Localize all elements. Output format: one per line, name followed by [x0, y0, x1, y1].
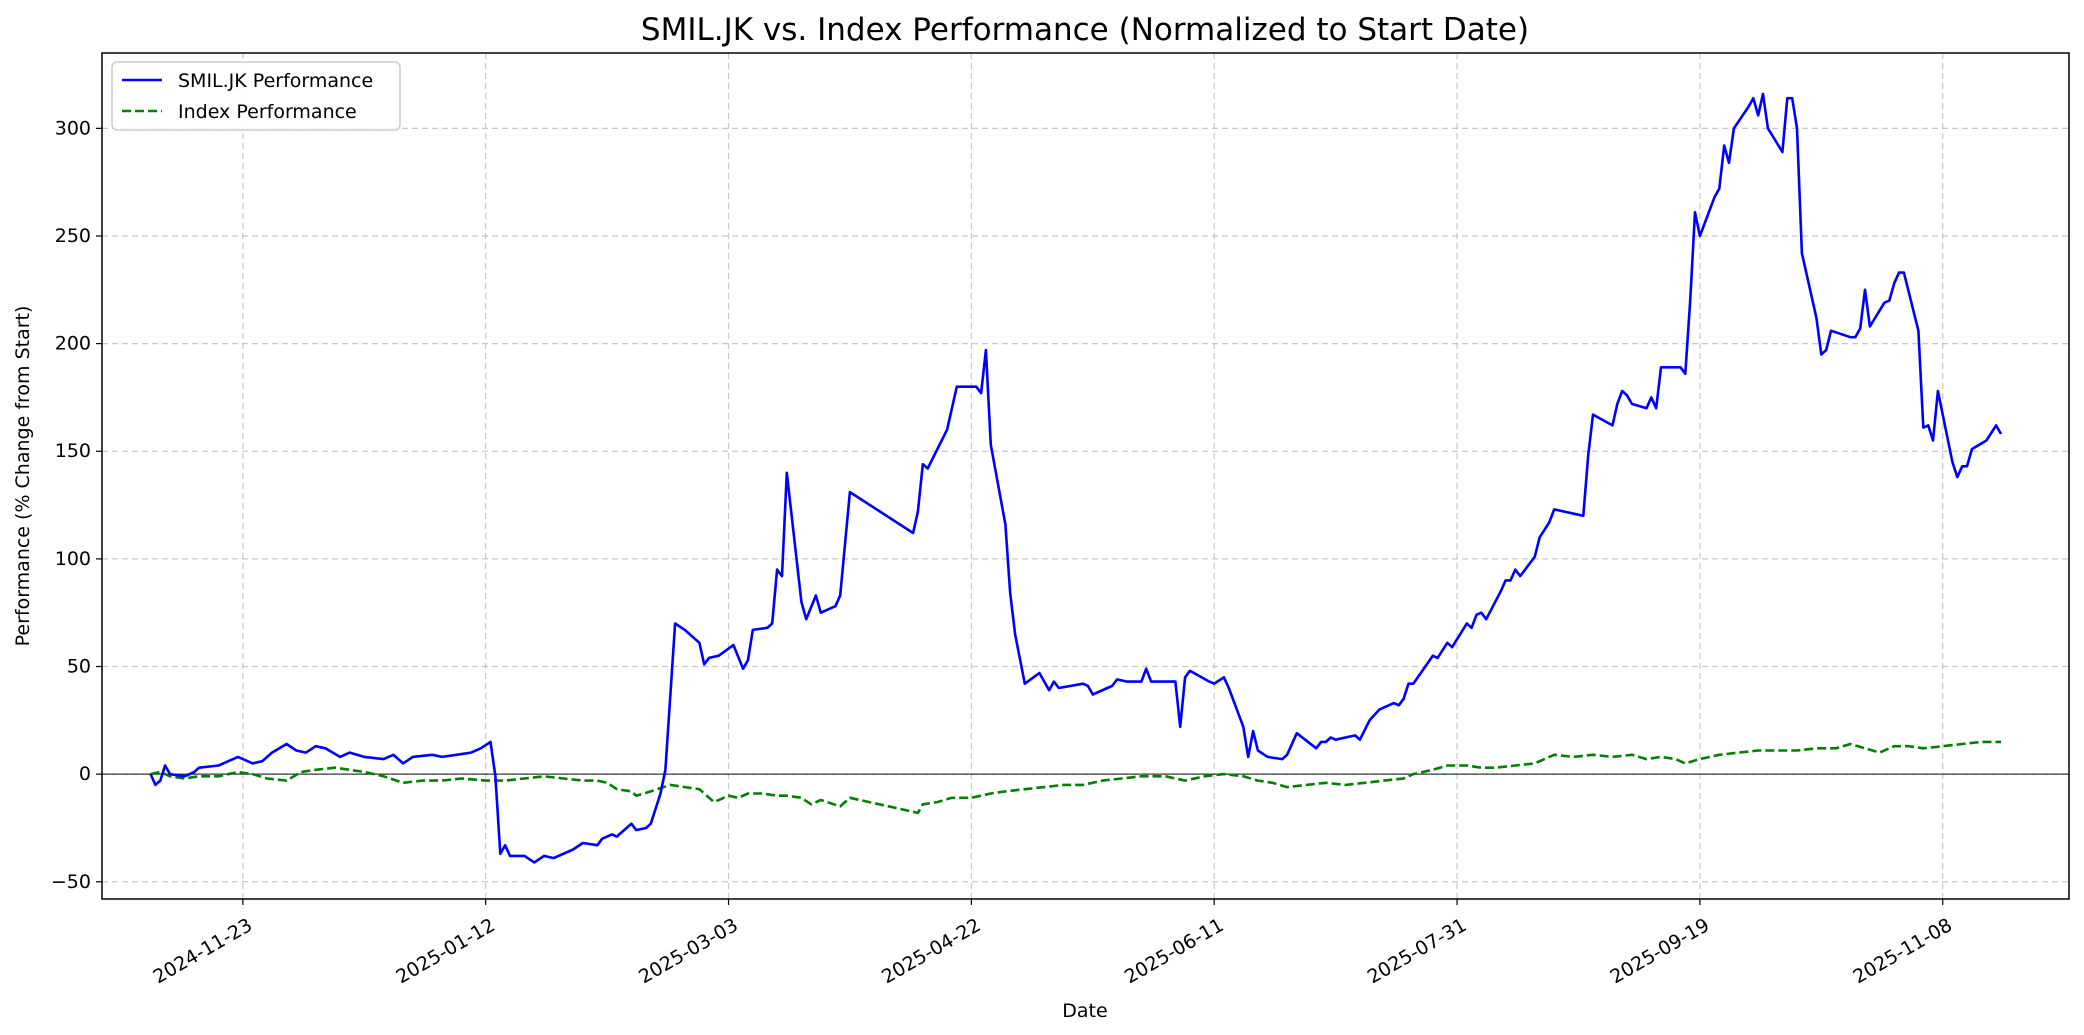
y-tick-label: 200 [55, 333, 91, 355]
series-line-smil [149, 92, 2003, 864]
plot-frame [101, 52, 2070, 900]
series-line-index [150, 740, 2001, 815]
y-axis: −50 0 50 100 150 200 250 300 [51, 117, 102, 893]
y-tick-label: 150 [55, 440, 91, 462]
legend-label-smil: SMIL.JK Performance [178, 70, 373, 92]
y-tick-label: 250 [55, 225, 91, 247]
y-tick-label: 50 [67, 656, 91, 678]
chart-title: SMIL.JK vs. Index Performance (Normalize… [641, 12, 1529, 48]
legend-box [111, 61, 401, 131]
x-axis-label: Date [1062, 1000, 1107, 1022]
legend: SMIL.JK Performance Index Performance [111, 61, 401, 131]
series-layer [149, 92, 2003, 864]
y-tick-label: 300 [55, 117, 91, 139]
y-axis-label: Performance (% Change from Start) [12, 306, 34, 647]
legend-label-index: Index Performance [178, 101, 357, 123]
y-tick-label: −50 [51, 871, 91, 893]
y-tick-label: 100 [55, 548, 91, 570]
y-tick-label: 0 [79, 763, 91, 785]
